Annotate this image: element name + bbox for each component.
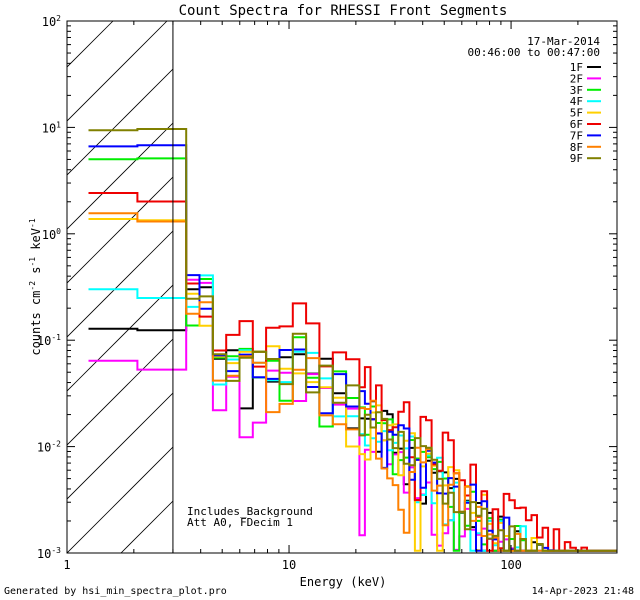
legend-label: 6F bbox=[570, 118, 583, 131]
legend-label: 1F bbox=[570, 61, 583, 74]
plot-frame bbox=[66, 20, 618, 554]
legend-label: 4F bbox=[570, 95, 583, 108]
y-tick-label: 10-3 bbox=[37, 546, 61, 561]
y-tick-label: 101 bbox=[42, 120, 61, 135]
y-tick-label: 10-2 bbox=[37, 440, 61, 455]
footer-generated-by: Generated by hsi_min_spectra_plot.pro bbox=[4, 586, 227, 597]
legend-label: 8F bbox=[570, 141, 583, 154]
annotation-background: Includes_Background bbox=[187, 505, 313, 518]
x-tick-label: 1 bbox=[63, 558, 70, 572]
date-label: 17-Mar-2014 bbox=[527, 35, 600, 48]
legend-label: 2F bbox=[570, 72, 583, 85]
hatch-line bbox=[67, 21, 114, 68]
series-layer bbox=[88, 128, 617, 552]
hatch-line bbox=[67, 21, 168, 122]
footer-generated-on: 14-Apr-2023 21:48 bbox=[532, 586, 634, 597]
legend-label: 3F bbox=[570, 84, 583, 97]
x-tick-label: 100 bbox=[500, 558, 522, 572]
y-axis-label: counts cm-2 s-1 keV-1 bbox=[28, 218, 43, 355]
legend-label: 7F bbox=[570, 129, 583, 142]
time-range-label: 00:46:00 to 00:47:00 bbox=[468, 46, 600, 59]
annotation-attenuator: Att A0, FDecim 1 bbox=[187, 516, 293, 529]
background-hatch-region bbox=[67, 21, 617, 553]
y-tick-label: 102 bbox=[42, 14, 61, 29]
legend-label: 9F bbox=[570, 152, 583, 165]
x-tick-label: 10 bbox=[282, 558, 296, 572]
series-line-8f bbox=[88, 212, 617, 552]
series-line-9f bbox=[88, 128, 617, 552]
x-axis-label: Energy (keV) bbox=[300, 575, 387, 589]
axes: 1 10 100 10-3 10-2 10-1 100 101 102 bbox=[37, 14, 618, 572]
hatch-mask bbox=[172, 21, 617, 553]
chart-title: Count Spectra for RHESSI Front Segments bbox=[179, 3, 508, 19]
y-tick-label: 100 bbox=[42, 227, 61, 242]
y-tick-label: 10-1 bbox=[37, 333, 61, 348]
legend-label: 5F bbox=[570, 107, 583, 120]
hatch-line bbox=[67, 21, 222, 176]
